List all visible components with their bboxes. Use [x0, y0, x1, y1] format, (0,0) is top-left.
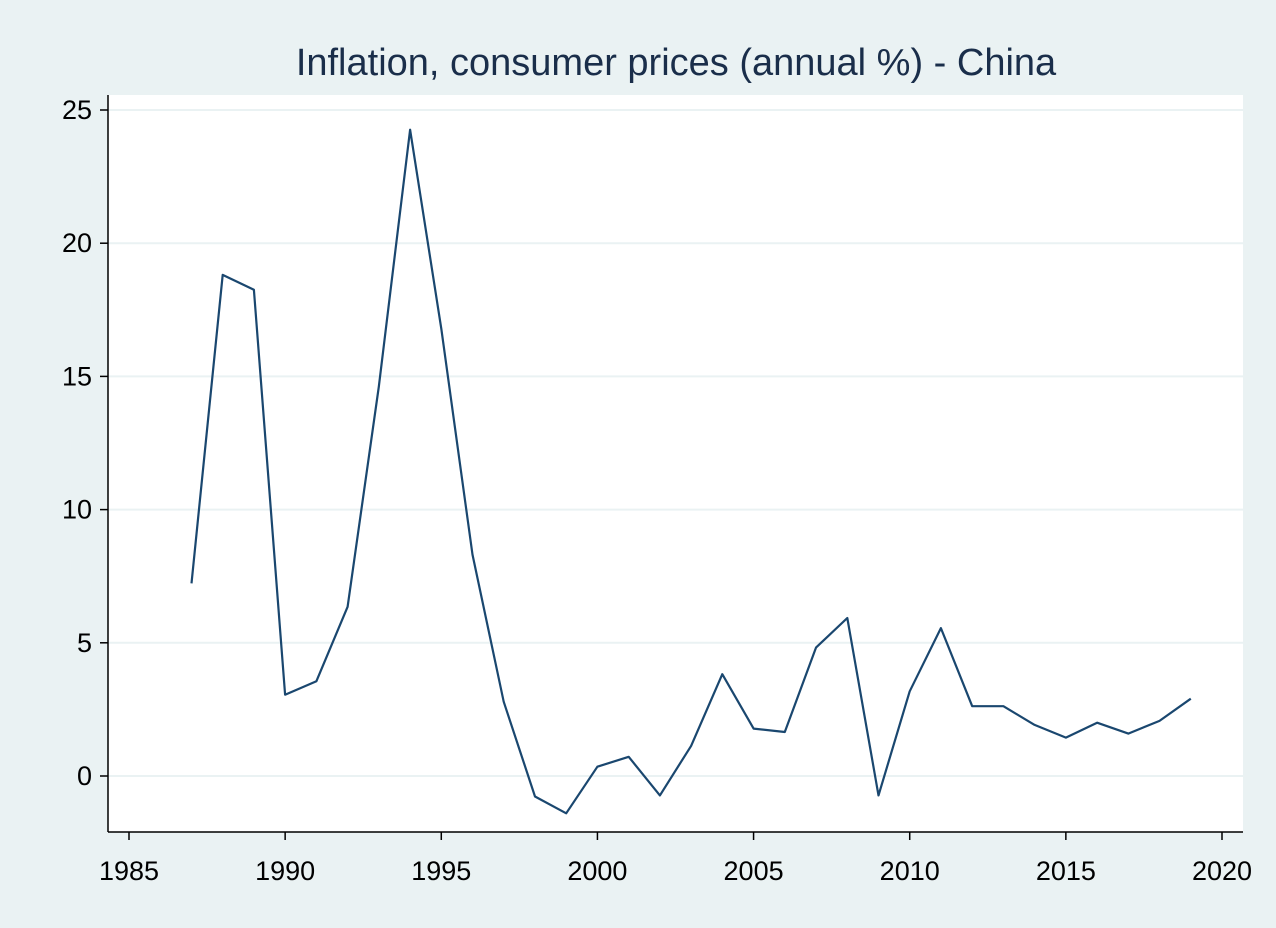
y-tick-label: 15: [62, 361, 92, 391]
y-tick-label: 0: [77, 761, 92, 791]
y-axis-ticks: 0 5 10 15 20 25: [62, 95, 108, 791]
x-tick-label: 2020: [1192, 856, 1252, 886]
axes: [107, 95, 1243, 833]
series-line: [190, 128, 1192, 815]
gridlines: [108, 109, 1243, 777]
x-tick-label: 2015: [1036, 856, 1096, 886]
y-tick-label: 25: [62, 95, 92, 125]
x-tick-label: 1990: [255, 856, 315, 886]
x-tick-label: 2005: [724, 856, 784, 886]
y-tick-label: 20: [62, 228, 92, 258]
y-tick-label: 10: [62, 495, 92, 525]
plot-area: [108, 95, 1243, 832]
x-tick-label: 1995: [411, 856, 471, 886]
x-tick-label: 2000: [567, 856, 627, 886]
chart-title: Inflation, consumer prices (annual %) - …: [296, 42, 1057, 84]
y-tick-label: 5: [77, 628, 92, 658]
x-axis-ticks: 1985 1990 1995 2000 2005 2010 2015 2020: [99, 832, 1252, 886]
x-tick-label: 2010: [880, 856, 940, 886]
x-tick-label: 1985: [99, 856, 159, 886]
